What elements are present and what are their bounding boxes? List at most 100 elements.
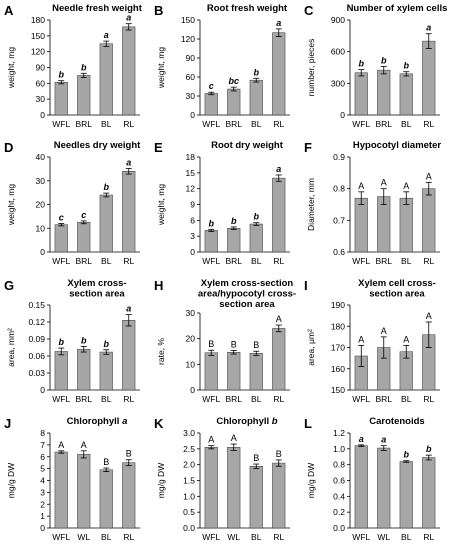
significance-letter: B <box>103 457 109 467</box>
y-tick-label: 0.15 <box>28 300 45 310</box>
bar <box>422 188 436 253</box>
y-tick-label: 5 <box>40 464 45 474</box>
y-tick-label: 6 <box>40 452 45 462</box>
y-tick-label: 90 <box>186 53 196 63</box>
y-tick-label: 0.12 <box>28 317 45 327</box>
bar <box>54 451 68 529</box>
y-tick-label: 20 <box>36 200 46 210</box>
x-tick-label: RL <box>423 256 434 266</box>
x-tick-label: WFL <box>52 119 70 129</box>
significance-letter: b <box>81 335 87 345</box>
bar <box>204 447 218 529</box>
x-tick-label: RL <box>273 532 284 542</box>
y-tick-label: 0.0 <box>183 523 195 533</box>
significance-letter: b <box>59 70 65 80</box>
y-tick-label: 60 <box>186 72 196 82</box>
x-tick-label: WL <box>377 532 390 542</box>
significance-letter: B <box>276 449 282 459</box>
significance-letter: a <box>276 18 281 28</box>
x-tick-label: BL <box>101 394 112 404</box>
chart-title: Root fresh weight <box>207 3 288 14</box>
y-tick-label: 600 <box>331 47 345 57</box>
bar <box>354 72 368 116</box>
y-tick-label: 1.2 <box>333 428 345 438</box>
bar <box>249 466 263 529</box>
chart-title: Needle fresh weight <box>52 3 143 14</box>
bar <box>204 230 218 253</box>
bar <box>354 445 368 529</box>
y-tick-label: 0.4 <box>333 491 345 501</box>
y-tick-label: 120 <box>31 47 45 57</box>
bar <box>99 43 113 116</box>
y-tick-label: 12 <box>186 184 196 194</box>
y-tick-label: 0.7 <box>333 215 345 225</box>
x-tick-label: BL <box>251 119 262 129</box>
chart-title: Chlorophyll a <box>67 416 128 427</box>
bar <box>272 328 286 391</box>
x-tick-label: RL <box>123 256 134 266</box>
y-tick-label: 18 <box>186 152 196 162</box>
significance-letter: A <box>231 433 237 443</box>
significance-letter: A <box>381 326 387 336</box>
y-tick-label: 0.8 <box>333 184 345 194</box>
y-tick-label: 9 <box>190 200 195 210</box>
bar <box>204 93 218 116</box>
significance-letter: c <box>81 210 86 220</box>
chart-panel-k: K Chlorophyll b mg/g DW 0.0 0.5 1.0 1.5 2.0 2.5 3… <box>154 416 290 542</box>
y-tick-label: 30 <box>186 308 196 318</box>
y-axis-label: weight, mg <box>6 47 16 89</box>
y-axis-label: mg/g DW <box>156 463 166 498</box>
significance-letter: A <box>426 311 432 321</box>
y-tick-label: 150 <box>181 15 195 25</box>
bar <box>249 223 263 253</box>
chart-panel-a: A Needle fresh weight weight, mg 0 30 60 90 120… <box>4 3 143 129</box>
y-tick-label: 90 <box>36 63 46 73</box>
y-axis-label: weight, mg <box>156 184 166 226</box>
bar <box>272 177 286 253</box>
significance-letter: A <box>358 334 364 344</box>
chart-title-italic: b <box>272 416 278 427</box>
x-tick-label: BRL <box>75 119 92 129</box>
y-tick-label: 30 <box>186 91 196 101</box>
significance-letter: A <box>426 171 432 181</box>
y-tick-label: 300 <box>331 78 345 88</box>
chart-title: Xylem cross-section area/hypocotyl cross-… <box>198 278 296 310</box>
significance-letter: a <box>381 435 386 445</box>
panel-letter: I <box>304 278 308 293</box>
bar <box>227 447 241 529</box>
y-tick-label: 0.06 <box>28 351 45 361</box>
y-tick-label: 180 <box>31 15 45 25</box>
bar <box>99 469 113 529</box>
y-tick-label: 0.2 <box>333 507 345 517</box>
x-tick-label: BRL <box>375 119 392 129</box>
y-tick-label: 160 <box>331 364 345 374</box>
panel-letter: H <box>154 278 163 293</box>
bar <box>99 351 113 391</box>
y-axis-label: number, pieces <box>306 39 316 97</box>
y-tick-label: 0 <box>40 247 45 257</box>
chart-title: Root dry weight <box>211 140 284 151</box>
chart-title: Xylem cell cross-section area <box>358 278 436 300</box>
x-tick-label: RL <box>423 532 434 542</box>
y-tick-label: 190 <box>331 300 345 310</box>
y-tick-label: 1.0 <box>183 491 195 501</box>
significance-letter: a <box>104 30 109 40</box>
x-tick-label: WFL <box>352 394 370 404</box>
y-tick-label: 0.6 <box>333 247 345 257</box>
x-tick-label: WFL <box>52 532 70 542</box>
bar <box>227 228 241 253</box>
significance-letter: A <box>381 178 387 188</box>
y-tick-label: 8 <box>40 428 45 438</box>
chart-title-italic: a <box>122 416 127 427</box>
significance-letter: A <box>58 440 64 450</box>
significance-letter: A <box>276 314 282 324</box>
bar <box>227 352 241 391</box>
significance-letter: B <box>208 339 214 349</box>
y-tick-label: 6 <box>190 215 195 225</box>
x-tick-label: RL <box>423 394 434 404</box>
bar <box>54 351 68 391</box>
y-tick-label: 3 <box>190 231 195 241</box>
y-tick-label: 20 <box>186 334 196 344</box>
y-axis-label: weight, mg <box>6 184 16 226</box>
significance-letter: B <box>253 340 259 350</box>
